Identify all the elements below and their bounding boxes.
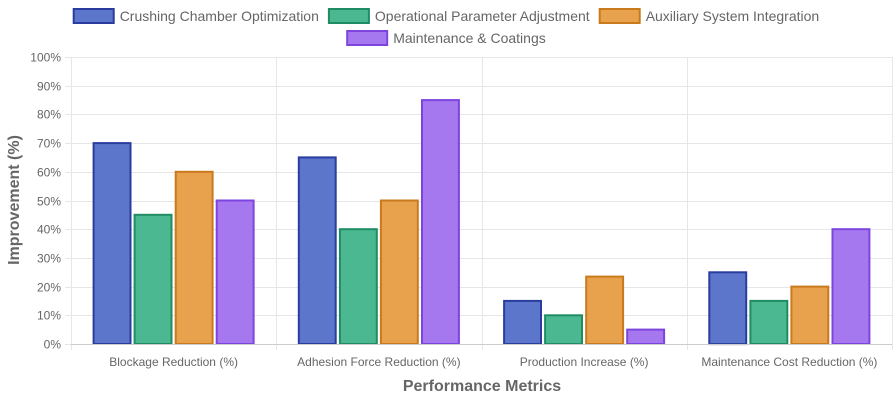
y-tick-label: 20%	[37, 281, 61, 295]
x-tick-label: Production Increase (%)	[520, 355, 649, 369]
axes: 0% 10% 20% 30% 40% 50% 60% 70% 80% 90% 100% Blockag…	[30, 51, 892, 369]
y-tick-label: 60%	[37, 166, 61, 180]
legend-swatch	[598, 8, 641, 24]
y-tick-label: 90%	[37, 80, 61, 94]
bar[interactable]	[133, 213, 173, 345]
x-axis-title: Performance Metrics	[403, 378, 561, 395]
bar[interactable]	[708, 271, 748, 346]
legend-item[interactable]: Auxiliary System Integration	[598, 8, 820, 24]
bar[interactable]	[626, 328, 666, 346]
bar[interactable]	[544, 314, 583, 345]
legend-swatch	[346, 30, 389, 46]
bars	[92, 99, 871, 346]
y-tick-label: 30%	[37, 252, 61, 266]
bar[interactable]	[421, 99, 460, 345]
y-tick-label: 0%	[44, 338, 62, 352]
bar[interactable]	[585, 275, 625, 346]
legend-item[interactable]: Maintenance & Coatings	[346, 30, 546, 46]
y-tick-label: 70%	[37, 137, 61, 151]
bar[interactable]	[215, 199, 255, 345]
bar[interactable]	[174, 170, 214, 345]
y-axis-title: Improvement (%)	[6, 135, 23, 265]
bar[interactable]	[790, 285, 830, 346]
y-tick-label: 10%	[37, 309, 61, 323]
bar[interactable]	[92, 142, 132, 345]
x-tick-label: Adhesion Force Reduction (%)	[297, 355, 460, 369]
legend-swatch	[72, 8, 115, 24]
legend-label: Crushing Chamber Optimization	[120, 8, 319, 24]
legend-item[interactable]: Crushing Chamber Optimization	[72, 8, 319, 24]
legend-label: Maintenance & Coatings	[393, 30, 546, 46]
bar[interactable]	[338, 228, 378, 345]
y-tick-label: 40%	[37, 223, 61, 237]
legend-item[interactable]: Operational Parameter Adjustment	[327, 8, 590, 24]
legend-swatch	[327, 8, 370, 24]
bar[interactable]	[379, 199, 419, 345]
bar[interactable]	[297, 156, 337, 345]
x-tick-label: Maintenance Cost Reduction (%)	[701, 355, 877, 369]
legend[interactable]: Crushing Chamber Optimization Operational…	[72, 8, 820, 46]
legend-label: Auxiliary System Integration	[646, 8, 820, 24]
y-tick-label: 80%	[37, 108, 61, 122]
y-tick-label: 100%	[30, 51, 61, 65]
legend-label: Operational Parameter Adjustment	[375, 8, 590, 24]
y-tick-label: 50%	[37, 195, 61, 209]
bar[interactable]	[749, 299, 789, 345]
x-tick-label: Blockage Reduction (%)	[109, 355, 238, 369]
bar[interactable]	[831, 228, 871, 345]
bar[interactable]	[503, 299, 543, 345]
